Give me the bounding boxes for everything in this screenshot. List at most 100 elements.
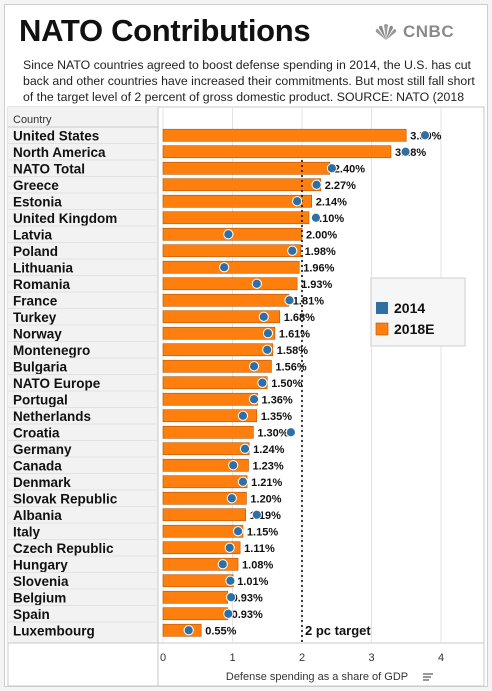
category-label: Estonia xyxy=(13,194,62,209)
dot-2014 xyxy=(400,146,411,157)
data-label: 1.36% xyxy=(262,394,293,406)
data-label: 1.21% xyxy=(251,477,282,489)
category-label: Poland xyxy=(13,244,58,259)
legend-label-2018: 2018E xyxy=(394,321,434,337)
category-label: Norway xyxy=(13,326,62,341)
data-label: 1.61% xyxy=(279,328,310,340)
row-header-label: Country xyxy=(13,114,52,126)
dot-2014 xyxy=(257,377,268,388)
x-tick-label: 0 xyxy=(160,652,166,664)
dot-2014 xyxy=(326,163,337,174)
dot-2014 xyxy=(292,196,303,207)
bar-2018 xyxy=(162,475,248,489)
category-label: United States xyxy=(13,128,99,143)
bar-2018 xyxy=(162,623,202,637)
dot-2014 xyxy=(228,460,239,471)
bar-2018 xyxy=(162,293,290,307)
dot-2014 xyxy=(226,493,237,504)
category-label: Croatia xyxy=(13,425,60,440)
data-label: 1.23% xyxy=(252,460,283,472)
legend-label-2014: 2014 xyxy=(394,300,425,316)
x-tick-label: 3 xyxy=(368,652,374,664)
bar-2018 xyxy=(162,392,258,406)
bar-2018 xyxy=(162,607,228,621)
bar-2018 xyxy=(162,178,322,192)
data-label: 2.40% xyxy=(334,163,365,175)
bar-2018 xyxy=(162,409,258,423)
category-label: Slovenia xyxy=(13,574,69,589)
dot-2014 xyxy=(262,328,274,339)
bar-2018 xyxy=(162,442,250,456)
dot-2014 xyxy=(183,625,194,636)
dot-2014 xyxy=(310,212,321,223)
bar-2018 xyxy=(162,310,281,324)
category-label: United Kingdom xyxy=(13,211,117,226)
bar-2018 xyxy=(162,376,268,390)
data-label: 1.01% xyxy=(237,576,268,588)
dot-2014 xyxy=(248,394,260,405)
data-label: 1.58% xyxy=(277,345,308,357)
bar-2018 xyxy=(162,590,228,604)
x-tick-label: 1 xyxy=(229,652,235,664)
dot-2014 xyxy=(285,427,296,438)
dot-2014 xyxy=(237,476,249,487)
bar-2018 xyxy=(162,194,313,208)
bar-2018 xyxy=(162,574,234,588)
dot-2014 xyxy=(223,608,234,619)
bar-2018 xyxy=(162,524,244,538)
dot-2014 xyxy=(224,542,235,553)
bar-2018 xyxy=(162,211,310,225)
dot-2014 xyxy=(232,526,244,537)
data-label: 2.27% xyxy=(325,180,356,192)
chart-title: NATO Contributions xyxy=(19,13,311,48)
legend-swatch-2014 xyxy=(376,302,388,314)
dot-2014 xyxy=(217,559,228,570)
bar-2018 xyxy=(162,244,301,258)
dot-2014 xyxy=(287,245,298,256)
category-label: Luxembourg xyxy=(13,623,95,638)
category-label: Turkey xyxy=(13,310,57,325)
data-label: 2.10% xyxy=(313,213,344,225)
dot-2014 xyxy=(219,262,230,273)
bar-2018 xyxy=(162,128,407,142)
x-tick-label: 2 xyxy=(299,652,305,664)
bar-2018 xyxy=(162,343,274,357)
bar-2018 xyxy=(162,541,241,555)
category-label: France xyxy=(13,293,58,308)
data-label: 3.28% xyxy=(395,147,426,159)
data-label: 1.98% xyxy=(305,246,336,258)
data-label: 0.55% xyxy=(205,625,236,637)
data-label: 1.93% xyxy=(301,279,332,291)
category-label: Netherlands xyxy=(13,409,91,424)
category-label: Belgium xyxy=(13,590,66,605)
dot-2014 xyxy=(258,311,269,322)
category-label: North America xyxy=(13,145,106,160)
data-label: 1.35% xyxy=(261,411,292,423)
dot-2014 xyxy=(419,130,431,141)
data-label: 1.08% xyxy=(242,559,273,571)
category-label: Latvia xyxy=(13,227,53,242)
bar-2018 xyxy=(162,161,331,175)
dot-2014 xyxy=(251,509,262,520)
category-label: Bulgaria xyxy=(13,359,68,374)
category-label: Germany xyxy=(13,442,72,457)
data-label: 1.20% xyxy=(250,493,281,505)
category-label: Hungary xyxy=(13,557,68,572)
dot-2014 xyxy=(251,278,262,289)
category-label: Lithuania xyxy=(13,260,73,275)
bar-2018 xyxy=(162,425,254,439)
bar-2018 xyxy=(162,326,276,340)
x-tick-label: 4 xyxy=(438,652,444,664)
data-label: 2.14% xyxy=(316,196,347,208)
category-label: Denmark xyxy=(13,475,71,490)
data-label: 1.24% xyxy=(253,444,284,456)
category-label: Montenegro xyxy=(13,343,90,358)
dot-2014 xyxy=(262,344,273,355)
dot-2014 xyxy=(223,229,234,240)
legend-swatch-2018 xyxy=(375,322,389,336)
category-label: Canada xyxy=(13,458,62,473)
x-axis-title: Defense spending as a share of GDP xyxy=(226,671,408,683)
bar-2018 xyxy=(162,277,298,291)
category-label: NATO Europe xyxy=(13,376,101,391)
